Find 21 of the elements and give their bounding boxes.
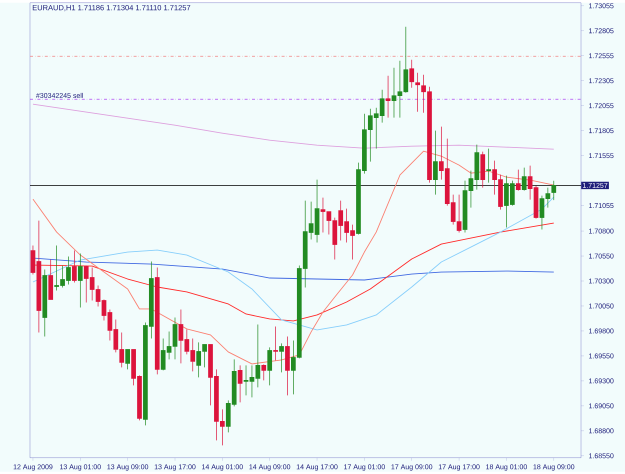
line-series [32,222,554,322]
candlestick [279,343,284,373]
candlestick [78,253,83,308]
candlestick [42,269,48,337]
candlestick [154,267,160,375]
candlestick [261,364,266,381]
candlestick [551,180,556,200]
candlestick [409,59,414,88]
candlestick [386,75,390,118]
candlestick [238,365,242,403]
candlestick [48,259,54,300]
candlestick [125,349,130,370]
line-series [32,104,554,150]
candlestick [522,167,527,191]
line-series [32,258,554,280]
candlestick [433,130,438,195]
line-series [32,196,554,330]
candlestick [267,347,272,386]
candlestick [480,151,486,188]
candlestick [285,336,290,396]
candlestick [72,250,77,283]
